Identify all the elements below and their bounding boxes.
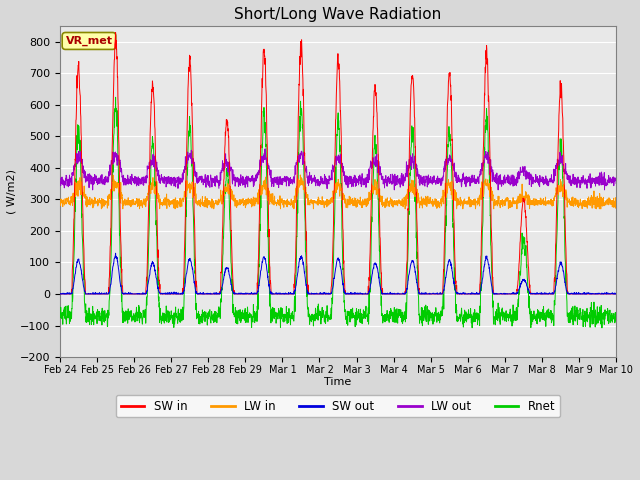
Title: Short/Long Wave Radiation: Short/Long Wave Radiation <box>234 7 442 22</box>
Text: VR_met: VR_met <box>65 36 113 46</box>
Legend: SW in, LW in, SW out, LW out, Rnet: SW in, LW in, SW out, LW out, Rnet <box>116 395 560 418</box>
Y-axis label: ( W/m2): ( W/m2) <box>7 169 17 214</box>
X-axis label: Time: Time <box>324 377 351 387</box>
